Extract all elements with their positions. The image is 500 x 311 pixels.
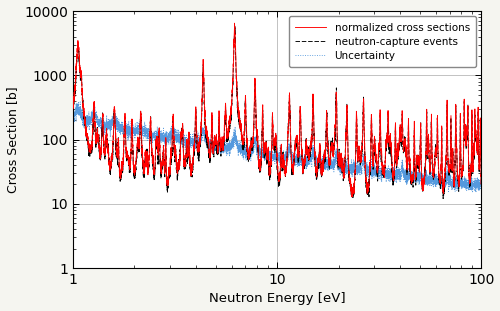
normalized cross sections <box>164 176 170 179</box>
Y-axis label: Cross Section [b]: Cross Section [b] <box>6 86 18 193</box>
Uncertainty <box>478 181 484 184</box>
neutron-capture events <box>440 197 446 201</box>
Legend: normalized cross sections, neutron-capture events, Uncertainty: normalized cross sections, neutron-captu… <box>288 16 476 67</box>
Uncertainty <box>253 142 259 146</box>
neutron-capture events <box>167 166 173 169</box>
normalized cross sections <box>232 21 237 25</box>
Uncertainty <box>473 191 479 194</box>
Uncertainty <box>165 139 171 142</box>
Uncertainty <box>167 130 173 134</box>
normalized cross sections <box>478 177 484 181</box>
Uncertainty <box>70 113 76 117</box>
normalized cross sections <box>167 166 173 170</box>
normalized cross sections <box>70 103 76 107</box>
normalized cross sections <box>253 107 259 111</box>
Uncertainty <box>475 188 481 192</box>
normalized cross sections <box>348 195 354 199</box>
Line: normalized cross sections: normalized cross sections <box>73 23 482 197</box>
neutron-capture events <box>253 111 259 115</box>
neutron-capture events <box>70 112 76 115</box>
X-axis label: Neutron Energy [eV]: Neutron Energy [eV] <box>208 292 346 305</box>
neutron-capture events <box>169 149 175 152</box>
Uncertainty <box>169 131 175 134</box>
normalized cross sections <box>224 132 230 136</box>
neutron-capture events <box>475 109 481 113</box>
Line: neutron-capture events: neutron-capture events <box>73 26 482 199</box>
Uncertainty <box>77 100 83 104</box>
neutron-capture events <box>164 185 170 189</box>
neutron-capture events <box>224 141 230 145</box>
neutron-capture events <box>478 183 484 186</box>
neutron-capture events <box>232 24 237 28</box>
normalized cross sections <box>169 142 175 146</box>
Uncertainty <box>224 146 230 150</box>
Line: Uncertainty: Uncertainty <box>73 102 482 193</box>
normalized cross sections <box>475 105 481 109</box>
